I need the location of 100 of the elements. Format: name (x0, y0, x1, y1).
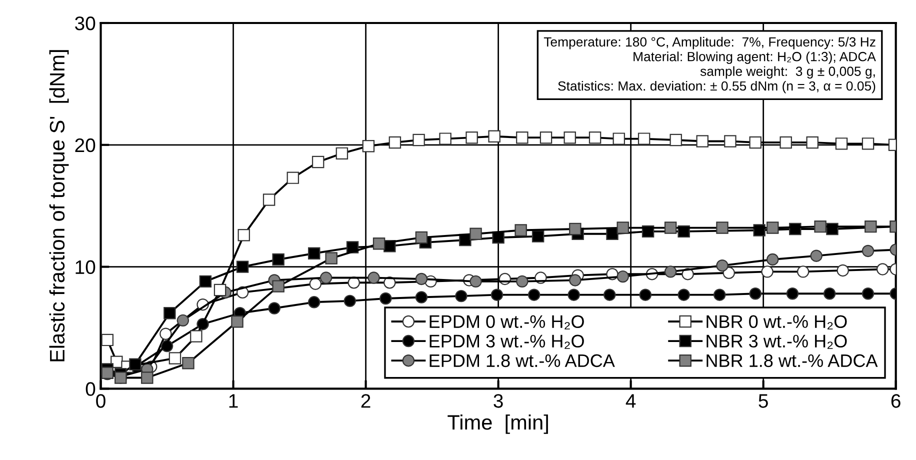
point (678, 288, 690, 301)
legend-label: EPDM 3 wt.-% H₂O (430, 334, 584, 349)
point (231, 316, 244, 328)
x-tick-label: 3 (494, 394, 503, 408)
point (129, 358, 142, 370)
point (638, 132, 650, 145)
point (862, 244, 874, 258)
point (344, 294, 356, 308)
point (372, 238, 386, 250)
point (236, 260, 249, 273)
point (569, 222, 582, 236)
point (836, 264, 849, 277)
point (268, 302, 280, 314)
point (214, 284, 226, 296)
x-axis-title: Time [min] (448, 414, 548, 434)
point (490, 288, 504, 301)
point (724, 135, 736, 148)
point (168, 352, 182, 364)
point (780, 136, 792, 149)
point (320, 272, 332, 284)
point (664, 266, 677, 278)
point (488, 130, 500, 142)
point (864, 220, 877, 233)
point (415, 231, 428, 244)
point (141, 372, 154, 384)
point (713, 288, 726, 301)
point (312, 156, 324, 168)
point (190, 330, 202, 342)
x-tick-label: 5 (758, 394, 768, 408)
point (806, 136, 818, 149)
y-tick-label: 20 (75, 138, 96, 152)
point (786, 288, 799, 300)
x-tick-label: 6 (891, 394, 900, 408)
point (604, 288, 616, 301)
point (766, 253, 779, 266)
point (262, 194, 276, 206)
y-tick-label: 30 (75, 16, 96, 30)
point (238, 228, 250, 242)
point (612, 132, 625, 145)
point (368, 272, 380, 284)
x-tick-label: 4 (626, 394, 636, 408)
point (540, 131, 552, 144)
point (862, 288, 874, 300)
point (325, 252, 338, 264)
point (176, 314, 190, 327)
point (308, 247, 320, 260)
point (761, 266, 774, 278)
point (470, 228, 482, 240)
point (455, 290, 468, 302)
legend-label: NBR 0 wt.-% H₂O (706, 315, 847, 330)
point (528, 288, 540, 301)
point (814, 220, 826, 233)
point (810, 250, 822, 262)
legend-label: EPDM 1.8 wt.-% ADCA (430, 354, 615, 368)
point (862, 138, 874, 150)
point (835, 138, 848, 150)
point (466, 131, 478, 144)
point (380, 292, 392, 305)
point (308, 296, 320, 308)
y-tick-label: 0 (86, 382, 96, 396)
point (362, 140, 375, 152)
point (616, 222, 629, 234)
y-tick-label: 10 (76, 260, 96, 274)
point (182, 356, 194, 370)
point (164, 307, 176, 320)
point (796, 266, 810, 278)
annotation: Temperature: 180 °C, Amplitude: 7%, Frequency: 5/3 Hz (544, 36, 876, 50)
point (639, 288, 652, 301)
annotation: Material: Blowing agent: H₂O (1:3); ADCA (634, 52, 876, 64)
point (716, 259, 728, 272)
point (336, 147, 348, 160)
point (199, 275, 212, 288)
x-tick-label: 2 (361, 394, 370, 408)
legend-label: NBR 3 wt.-% H₂O (706, 334, 847, 349)
point (564, 131, 576, 144)
point (516, 275, 528, 288)
point (415, 291, 428, 304)
point (664, 222, 677, 234)
point (588, 131, 602, 144)
point (412, 134, 425, 146)
legend-label: NBR 1.8 wt.-% ADCA (706, 354, 878, 368)
annotation: sample weight: 3 g ± 0,005 g, (700, 66, 875, 79)
point (749, 136, 762, 149)
point (616, 270, 629, 283)
point (670, 134, 682, 146)
point (876, 263, 889, 276)
annotation: Statistics: Max. deviation: ± 0.55 dNm (n = 3, α = 0.05) (558, 80, 876, 94)
point (766, 222, 779, 234)
point (569, 274, 582, 286)
point (272, 280, 284, 292)
point (388, 136, 402, 149)
point (101, 334, 114, 346)
point (272, 253, 284, 266)
x-tick-label: 1 (229, 394, 238, 408)
point (696, 135, 708, 148)
point (514, 224, 527, 236)
point (415, 272, 428, 286)
x-tick-label: 0 (96, 394, 106, 408)
point (716, 222, 728, 234)
legend-label: EPDM 0 wt.-% H₂O (430, 315, 584, 330)
